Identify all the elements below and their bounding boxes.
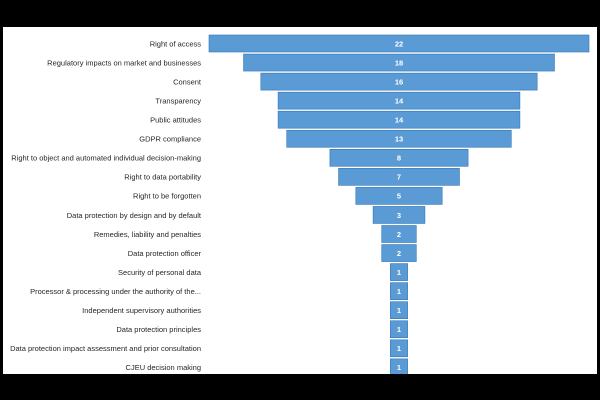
funnel-bar	[208, 34, 590, 53]
bar-value-label: 18	[395, 58, 403, 67]
bar-value-label: 7	[397, 173, 401, 182]
funnel-bar	[390, 301, 408, 320]
bar-value-label: 1	[397, 268, 401, 277]
bar-value-label: 1	[397, 287, 401, 296]
funnel-bar	[338, 168, 460, 186]
bar-value-label: 2	[397, 230, 401, 239]
funnel-bar	[390, 263, 408, 281]
category-label: GDPR compliance	[139, 135, 201, 144]
funnel-bar	[243, 53, 555, 72]
category-label: Right to be forgotten	[133, 192, 201, 201]
bar-value-label: 3	[397, 211, 401, 220]
funnel-bar	[277, 110, 521, 129]
funnel-bar	[390, 282, 408, 300]
bar-value-label: 8	[397, 154, 401, 163]
category-label: Independent supervisory authorities	[82, 306, 201, 315]
category-label: Right to object and automated individual…	[11, 154, 201, 163]
bar-value-label: 14	[395, 96, 404, 105]
category-label: Data protection officer	[128, 249, 202, 258]
funnel-bar	[329, 149, 469, 167]
bar-value-label: 13	[395, 135, 403, 144]
category-label: Data protection by design and by default	[67, 211, 202, 220]
bar-value-label: 2	[397, 249, 401, 258]
bar-value-label: 22	[395, 39, 403, 48]
category-label: Consent	[173, 77, 202, 86]
bar-value-label: 14	[395, 116, 404, 125]
category-label: Data protection impact assessment and pr…	[10, 344, 201, 353]
funnel-bar	[381, 244, 417, 262]
bar-value-label: 1	[397, 325, 401, 334]
funnel-bar	[286, 129, 512, 148]
category-label: Security of personal data	[118, 268, 202, 277]
bar-value-label: 5	[397, 192, 401, 201]
category-label: CJEU decision making	[126, 363, 201, 372]
funnel-bar	[390, 320, 408, 339]
funnel-bar	[390, 358, 408, 374]
category-label: Transparency	[155, 96, 201, 105]
funnel-bar	[390, 339, 408, 358]
bar-value-label: 1	[397, 363, 401, 372]
bar-value-label: 16	[395, 77, 403, 86]
funnel-bar	[381, 225, 417, 243]
funnel-bar	[277, 91, 521, 110]
funnel-bar	[260, 72, 538, 91]
chart-area: 22 Right of access 18 Regulatory impacts on…	[3, 27, 597, 374]
category-label: Right of access	[150, 39, 202, 48]
category-label: Data protection principles	[116, 325, 201, 334]
category-label: Right to data portability	[124, 173, 201, 182]
category-label: Processor & processing under the authori…	[30, 287, 201, 296]
bar-value-label: 1	[397, 344, 401, 353]
funnel-bar	[355, 187, 443, 205]
category-label: Public attitudes	[150, 116, 201, 125]
category-label: Regulatory impacts on market and busines…	[47, 58, 201, 67]
funnel-bar	[372, 206, 426, 224]
category-label: Remedies, liability and penalties	[94, 230, 201, 239]
bar-value-label: 1	[397, 306, 401, 315]
